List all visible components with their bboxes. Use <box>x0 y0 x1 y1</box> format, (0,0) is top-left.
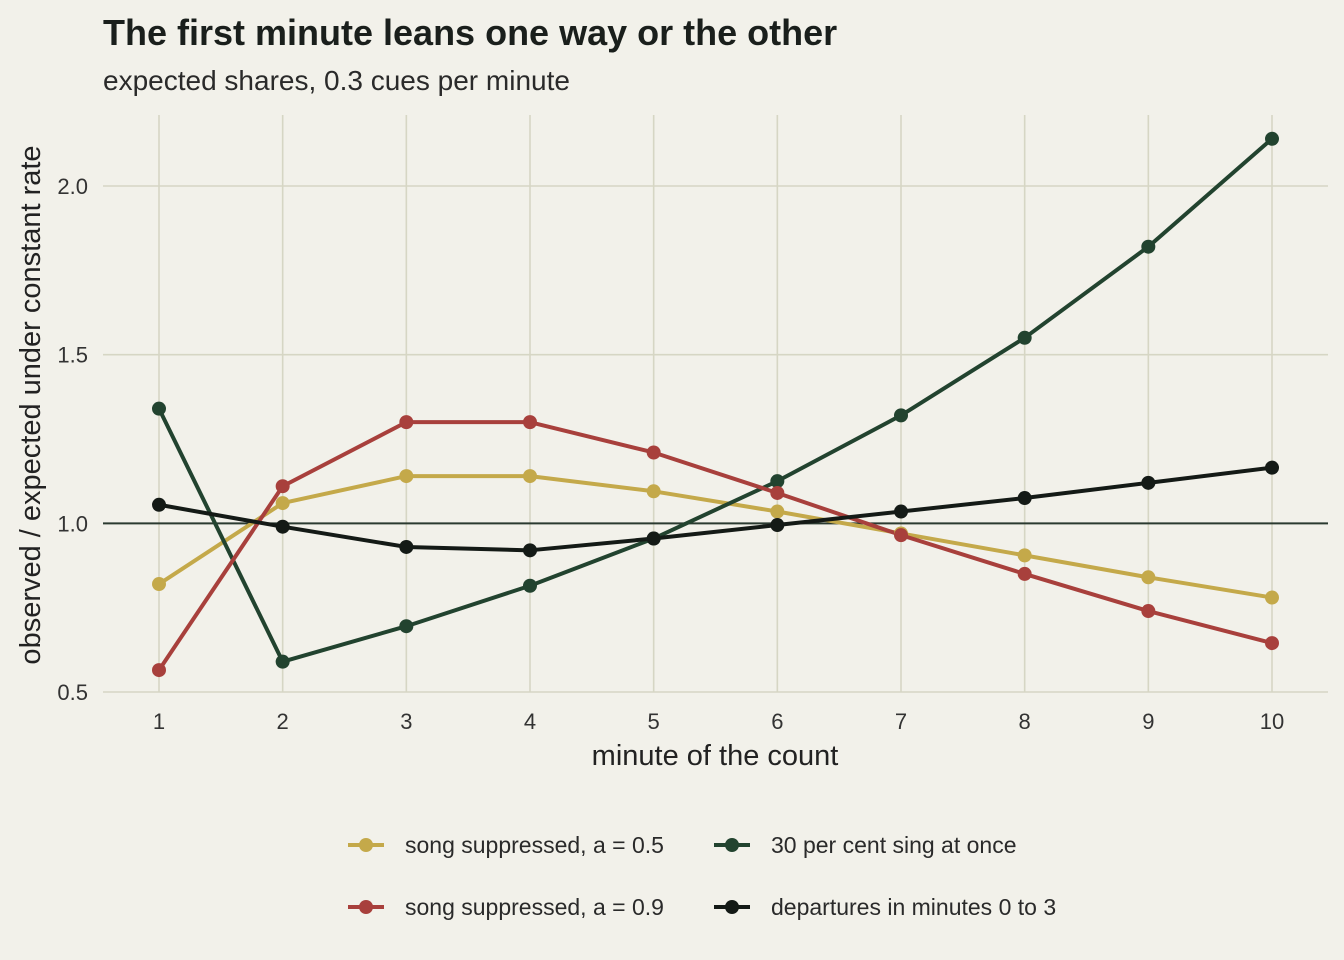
data-point <box>275 496 290 511</box>
data-point <box>1141 570 1156 585</box>
x-tick-label: 8 <box>1019 709 1031 734</box>
data-point <box>1265 460 1279 475</box>
y-tick-label: 0.5 <box>57 680 88 705</box>
data-point <box>152 577 166 592</box>
legend-item: departures in minutes 0 to 3 <box>714 894 1056 920</box>
data-point <box>646 484 661 499</box>
legend-swatch-point <box>359 900 373 914</box>
data-point <box>399 539 414 554</box>
legend-label: song suppressed, a = 0.9 <box>405 894 664 920</box>
data-point <box>275 654 290 669</box>
data-point <box>770 474 785 489</box>
data-point <box>646 531 661 546</box>
chart-title: The first minute leans one way or the ot… <box>103 12 837 53</box>
series-line-2 <box>157 137 1274 664</box>
y-axis-title: observed / expected under constant rate <box>15 145 47 664</box>
data-point <box>523 415 537 430</box>
data-point <box>523 578 537 593</box>
data-point <box>152 401 166 416</box>
data-point <box>152 663 166 678</box>
data-point <box>1017 330 1032 345</box>
x-tick-label: 2 <box>277 709 289 734</box>
data-point <box>770 518 785 533</box>
data-point <box>1017 566 1032 581</box>
data-point <box>1265 636 1279 651</box>
data-point <box>1141 604 1156 619</box>
data-point <box>523 543 537 558</box>
data-point <box>770 485 785 500</box>
y-tick-label: 1.5 <box>57 343 88 368</box>
data-point <box>399 619 414 634</box>
data-point <box>894 504 908 519</box>
axis-ticks: 1 2 3 4 5 6 7 8 9 10 0.5 1.0 1.5 2.0 <box>57 174 1284 734</box>
data-point <box>275 519 290 534</box>
legend-label: 30 per cent sing at once <box>771 832 1017 858</box>
x-tick-label: 6 <box>771 709 783 734</box>
data-point <box>1265 131 1279 146</box>
legend-item: song suppressed, a = 0.5 <box>348 832 664 858</box>
chart-subtitle: expected shares, 0.3 cues per minute <box>103 65 570 96</box>
series-lines <box>157 137 1274 672</box>
x-tick-label: 9 <box>1142 709 1154 734</box>
data-point <box>894 408 908 423</box>
legend-label: song suppressed, a = 0.5 <box>405 832 664 858</box>
series-line-4 <box>158 465 1273 553</box>
data-point <box>1017 491 1032 506</box>
data-point <box>399 469 414 484</box>
x-tick-label: 1 <box>153 709 165 734</box>
legend-swatch-point <box>359 838 373 852</box>
x-tick-label: 3 <box>400 709 412 734</box>
legend-item: 30 per cent sing at once <box>714 832 1017 858</box>
x-tick-label: 7 <box>895 709 907 734</box>
series-points <box>152 131 1279 678</box>
data-point <box>1265 590 1279 605</box>
data-point <box>1141 475 1156 490</box>
legend: song suppressed, a = 0.5 30 per cent sing… <box>348 832 1056 920</box>
data-point <box>770 504 785 519</box>
data-point <box>894 528 908 543</box>
y-tick-label: 2.0 <box>57 174 88 199</box>
y-tick-label: 1.0 <box>57 511 88 536</box>
data-point <box>523 469 537 484</box>
x-tick-label: 4 <box>524 709 536 734</box>
data-point <box>275 479 290 494</box>
x-tick-label: 10 <box>1260 709 1284 734</box>
series-line-1 <box>157 474 1273 600</box>
legend-swatch-point <box>725 900 739 914</box>
data-point <box>399 415 414 430</box>
data-point <box>1141 239 1156 254</box>
x-tick-label: 5 <box>648 709 660 734</box>
data-point <box>646 445 661 460</box>
legend-label: departures in minutes 0 to 3 <box>771 894 1056 920</box>
legend-item: song suppressed, a = 0.9 <box>348 894 664 920</box>
series-line-3 <box>157 420 1273 672</box>
x-axis-title: minute of the count <box>592 740 839 772</box>
legend-swatch-point <box>725 838 739 852</box>
data-point <box>1017 548 1032 563</box>
data-point <box>152 497 166 512</box>
